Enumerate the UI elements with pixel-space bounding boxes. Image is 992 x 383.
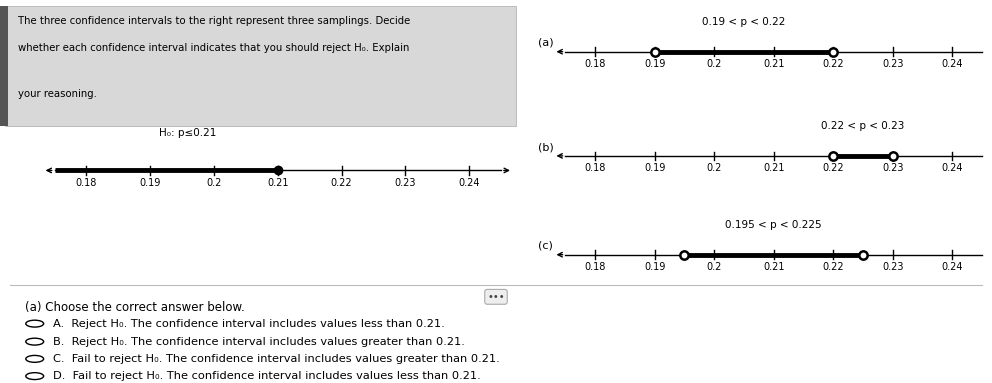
Text: (c): (c) [538, 241, 553, 251]
Text: 0.23: 0.23 [882, 59, 904, 69]
Text: C.  Fail to reject H₀. The confidence interval includes values greater than 0.21: C. Fail to reject H₀. The confidence int… [53, 354, 499, 364]
Text: 0.21: 0.21 [763, 163, 785, 173]
Text: H₀: p≤0.21: H₀: p≤0.21 [159, 128, 216, 138]
Text: (a): (a) [538, 38, 554, 48]
Text: 0.24: 0.24 [941, 262, 963, 272]
Text: B.  Reject H₀. The confidence interval includes values greater than 0.21.: B. Reject H₀. The confidence interval in… [53, 337, 464, 347]
Text: The three confidence intervals to the right represent three samplings. Decide: The three confidence intervals to the ri… [18, 16, 410, 26]
Text: 0.19: 0.19 [644, 262, 666, 272]
Text: 0.18: 0.18 [584, 262, 606, 272]
Text: 0.24: 0.24 [941, 163, 963, 173]
Text: (a) Choose the correct answer below.: (a) Choose the correct answer below. [25, 301, 245, 314]
FancyBboxPatch shape [0, 6, 8, 126]
Text: 0.18: 0.18 [584, 163, 606, 173]
Text: 0.24: 0.24 [458, 178, 480, 188]
Text: 0.22 < p < 0.23: 0.22 < p < 0.23 [821, 121, 905, 131]
Text: 0.2: 0.2 [706, 59, 722, 69]
Text: D.  Fail to reject H₀. The confidence interval includes values less than 0.21.: D. Fail to reject H₀. The confidence int… [53, 371, 480, 381]
Text: 0.21: 0.21 [763, 59, 785, 69]
Text: 0.18: 0.18 [75, 178, 97, 188]
Text: 0.2: 0.2 [706, 262, 722, 272]
Text: 0.22: 0.22 [822, 262, 844, 272]
Text: 0.23: 0.23 [882, 262, 904, 272]
Text: 0.19: 0.19 [140, 178, 161, 188]
Text: whether each confidence interval indicates that you should reject H₀. Explain: whether each confidence interval indicat… [18, 43, 410, 53]
Text: 0.21: 0.21 [763, 262, 785, 272]
Text: 0.2: 0.2 [206, 178, 221, 188]
Text: 0.22: 0.22 [822, 163, 844, 173]
Text: 0.22: 0.22 [822, 59, 844, 69]
Text: 0.21: 0.21 [267, 178, 289, 188]
Text: (b): (b) [538, 142, 554, 152]
Text: 0.24: 0.24 [941, 59, 963, 69]
Text: 0.19: 0.19 [644, 163, 666, 173]
Text: 0.2: 0.2 [706, 163, 722, 173]
Text: 0.22: 0.22 [330, 178, 352, 188]
Text: 0.23: 0.23 [395, 178, 416, 188]
Text: your reasoning.: your reasoning. [18, 89, 97, 99]
Text: 0.195 < p < 0.225: 0.195 < p < 0.225 [725, 220, 822, 230]
Text: 0.19 < p < 0.22: 0.19 < p < 0.22 [702, 17, 786, 27]
Text: 0.19: 0.19 [644, 59, 666, 69]
Text: 0.23: 0.23 [882, 163, 904, 173]
Text: •••: ••• [487, 292, 505, 302]
FancyBboxPatch shape [5, 6, 516, 126]
Text: 0.18: 0.18 [584, 59, 606, 69]
Text: A.  Reject H₀. The confidence interval includes values less than 0.21.: A. Reject H₀. The confidence interval in… [53, 319, 444, 329]
